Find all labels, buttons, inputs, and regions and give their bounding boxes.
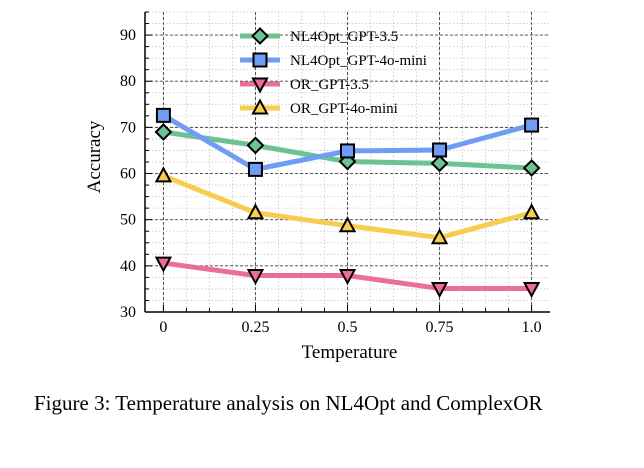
data-point [338, 216, 357, 233]
data-point [432, 142, 448, 158]
x-tick-label: 0.25 [241, 319, 269, 336]
y-axis-label: Accuracy [84, 120, 105, 193]
data-point [155, 107, 171, 123]
x-tick-label: 0.75 [426, 319, 454, 336]
data-point [154, 256, 173, 273]
y-tick-label: 70 [120, 119, 136, 136]
legend-marker [251, 27, 269, 45]
x-tick-label: 1.0 [522, 319, 542, 336]
x-axis-label: Temperature [302, 342, 398, 363]
legend-marker [251, 98, 269, 115]
data-point [522, 203, 541, 220]
legend-marker [252, 52, 268, 68]
y-tick-label: 40 [120, 258, 136, 275]
data-point [154, 123, 173, 141]
data-point [246, 269, 265, 286]
figure-caption: Figure 3: Temperature analysis on NL4Opt… [34, 391, 543, 415]
legend-label: OR_GPT-3.5 [290, 77, 369, 93]
data-point [430, 154, 449, 173]
x-tick-label: 0.5 [338, 319, 358, 336]
data-point [524, 117, 540, 133]
axes: 30 40 50 60 70 80 90 0 0.25 0.5 0.75 1.0 [120, 11, 550, 336]
data-point [246, 136, 265, 155]
data-point [522, 281, 541, 299]
data-point [246, 203, 265, 220]
legend-marker [251, 77, 269, 94]
y-tick-label: 30 [120, 304, 136, 321]
data-point [522, 159, 541, 177]
y-tick-label: 90 [120, 27, 136, 44]
y-tick-label: 50 [120, 212, 136, 229]
y-tick-label: 80 [120, 73, 136, 90]
series-layer [154, 107, 541, 299]
data-point [430, 281, 449, 299]
data-point [338, 269, 357, 286]
legend: NL4Opt_GPT-3.5 NL4Opt_GPT-4o-mini OR_GPT-3… [240, 27, 427, 117]
legend-label: NL4Opt_GPT-4o-mini [290, 53, 427, 69]
data-point [154, 166, 173, 183]
data-point [247, 161, 263, 177]
legend-label: OR_GPT-4o-mini [290, 101, 398, 117]
data-point [340, 143, 355, 159]
line-chart: 30 40 50 60 70 80 90 0 0.25 0.5 0.75 1.0 NL4Opt_GPT… [84, 11, 550, 363]
x-tick-label: 0 [159, 319, 167, 336]
y-tick-label: 60 [120, 166, 136, 183]
data-point [430, 228, 449, 245]
legend-label: NL4Opt_GPT-3.5 [290, 29, 398, 45]
